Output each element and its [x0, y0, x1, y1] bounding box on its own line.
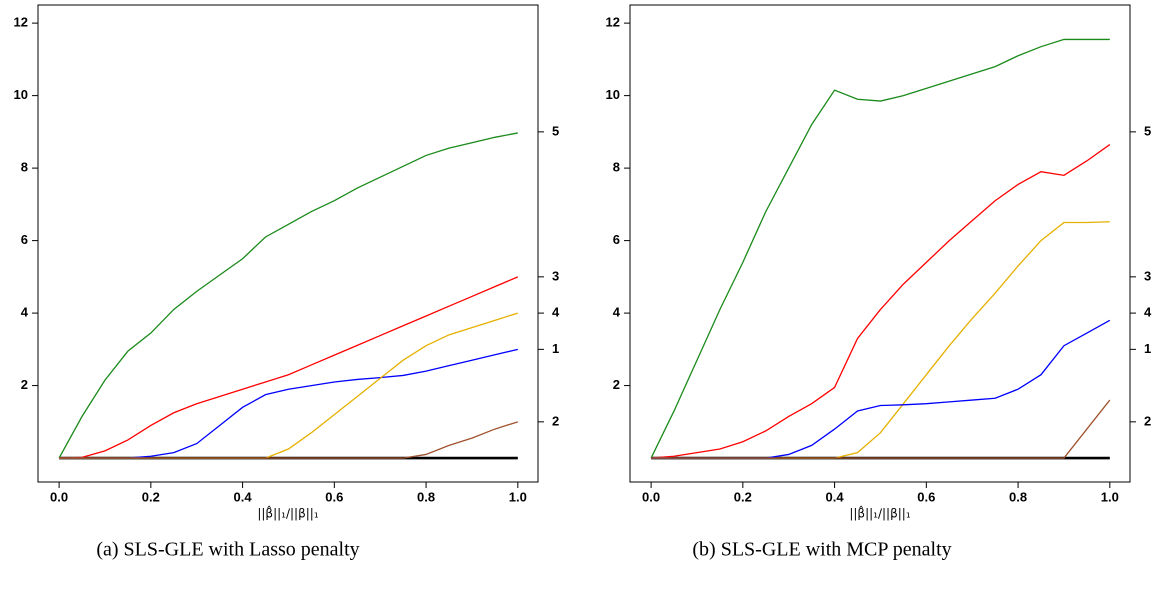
y-tick-label: 12 — [14, 15, 28, 30]
x-tick-label: 0.0 — [50, 489, 68, 504]
y-tick-label: 2 — [21, 377, 28, 392]
series-line — [59, 276, 519, 459]
series-line — [651, 319, 1111, 459]
x-tick-label: 0.2 — [142, 489, 160, 504]
y-tick-label: 8 — [613, 160, 620, 175]
y2-tick-label: 2 — [1144, 413, 1151, 428]
series-line — [651, 399, 1111, 459]
x-tick-label: 0.2 — [734, 489, 752, 504]
y-tick-label: 10 — [14, 87, 28, 102]
y-tick-label: 10 — [606, 87, 620, 102]
x-axis-label: ||β̂||₁/||β||₁ — [257, 504, 319, 520]
y2-tick-label: 3 — [552, 268, 559, 283]
y-tick-label: 8 — [21, 160, 28, 175]
y2-tick-label: 2 — [552, 413, 559, 428]
series-line — [651, 221, 1110, 459]
y2-tick-label: 4 — [1144, 305, 1152, 320]
series-line — [59, 348, 518, 459]
y-tick-label: 12 — [606, 15, 620, 30]
y2-tick-label: 1 — [1144, 341, 1151, 356]
plot-frame — [629, 4, 1131, 483]
x-tick-label: 1.0 — [1101, 489, 1119, 504]
y2-tick-label: 5 — [552, 123, 559, 138]
x-tick-label: 0.8 — [417, 489, 435, 504]
y-tick-label: 4 — [613, 305, 621, 320]
x-tick-label: 0.6 — [917, 489, 935, 504]
series-line — [651, 144, 1111, 459]
x-tick-label: 0.8 — [1009, 489, 1027, 504]
caption: (b) SLS-GLE with MCP penalty — [692, 539, 951, 561]
y-tick-label: 6 — [21, 232, 28, 247]
x-tick-label: 0.4 — [826, 489, 845, 504]
series-line — [59, 312, 519, 459]
y-tick-label: 6 — [613, 232, 620, 247]
x-axis-label: ||β̂||₁/||β||₁ — [849, 504, 911, 520]
series-line — [58, 132, 518, 459]
series-line — [59, 421, 519, 459]
x-tick-label: 0.6 — [325, 489, 343, 504]
x-tick-label: 0.0 — [642, 489, 660, 504]
x-tick-label: 0.4 — [234, 489, 253, 504]
y-tick-label: 2 — [613, 377, 620, 392]
plot-frame — [37, 4, 539, 483]
y2-tick-label: 5 — [1144, 123, 1151, 138]
y-tick-label: 4 — [21, 305, 29, 320]
caption: (a) SLS-GLE with Lasso penalty — [96, 539, 359, 561]
y2-tick-label: 1 — [552, 341, 559, 356]
y2-tick-label: 4 — [552, 305, 560, 320]
y2-tick-label: 3 — [1144, 268, 1151, 283]
x-tick-label: 1.0 — [509, 489, 527, 504]
series-line — [650, 38, 1110, 459]
